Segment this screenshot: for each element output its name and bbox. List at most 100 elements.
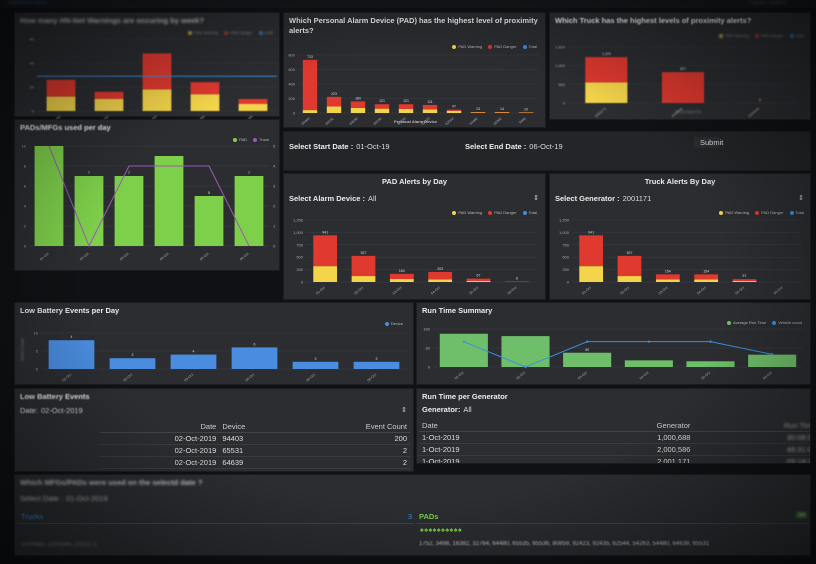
pad-highest-chart: 0 200 400 600 800 733 94403 223 65531 160 64639 121… (288, 53, 538, 126)
pad-alerts-day-chart: 0 250 500 750 1,000 1,250 941 01-Oct 527 02-Oct 16… (293, 218, 536, 296)
bar-warning (732, 281, 757, 282)
chart-legend: PAD Warning PAD Danger Limit (183, 30, 273, 35)
x-tick-label: 2001171 (594, 107, 607, 119)
chevron-down-icon[interactable]: ⇕ (533, 195, 539, 202)
column-header[interactable]: Date (419, 420, 563, 432)
x-tick-label: 03-Oct (392, 286, 403, 296)
topbar-right[interactable]: Logout / Options (749, 0, 786, 6)
y-axis-tick: 40 (30, 61, 35, 66)
y-axis-tick: 1,000 (555, 63, 566, 68)
bar-danger (374, 104, 390, 109)
bar-runtime (686, 361, 735, 367)
column-header[interactable]: Event Count (291, 421, 410, 433)
date-value[interactable]: 02-Oct-2019 (40, 406, 83, 415)
data-label: 941 (588, 230, 594, 234)
alarm-device-label: Select Alarm Device : (289, 194, 366, 203)
generator-select[interactable]: Select Generator :2001171 (555, 194, 651, 203)
generator-filter[interactable]: Generator: All (422, 405, 472, 414)
alarm-device-value[interactable]: All (368, 194, 377, 203)
bar-warning (302, 110, 318, 113)
run-time-chart: 0 80 160 01-Oct 02-Oct 60 03-Oct 04-Oct 05-Oct 06… (423, 327, 803, 381)
data-label: 941 (322, 230, 328, 234)
generator-value[interactable]: 2001171 (622, 194, 652, 203)
legend-label: PAD Warning (725, 33, 750, 38)
bar-runtime (563, 352, 612, 367)
panel-low-battery-events: Low Battery Events Date: 02-Oct-2019 ⇕ Da… (14, 388, 414, 472)
generator-filter-value[interactable]: All (463, 405, 472, 414)
table-row[interactable]: 02-Oct-2019 94403 200 (100, 432, 410, 445)
select-date-value[interactable]: 01-Oct-2019 (65, 494, 108, 503)
legend-total-icon (522, 44, 527, 49)
generator-label: Select Generator : (555, 194, 620, 203)
bar-danger (351, 255, 376, 277)
chevron-down-icon[interactable]: ⇕ (798, 195, 804, 202)
person-icon: ♠♠♠♠♠♠♠♠♠♠ (420, 527, 463, 534)
y2-tick: 5 (273, 144, 276, 149)
start-date-input[interactable]: 01-Oct-19 (356, 142, 390, 151)
panel-title: Truck Alerts By Day (644, 177, 716, 186)
y-axis-tick: 4 (24, 204, 27, 209)
legend-warning-icon (719, 33, 724, 38)
y-axis-tick: 0 (36, 367, 39, 372)
x-tick-label: 05-Oct (701, 371, 712, 381)
column-header[interactable]: Generator (562, 420, 694, 432)
bar-danger (46, 79, 76, 97)
bar-pad (154, 156, 184, 246)
bar-warning (190, 94, 220, 111)
data-label: 57 (743, 274, 747, 278)
x-tick-label: 02-Oct (516, 371, 527, 381)
data-label: 154 (665, 269, 671, 273)
data-label: 47 (452, 105, 456, 109)
home-link[interactable]: Dashboard Home (8, 0, 48, 6)
x-tick-label: 94403 (301, 117, 311, 126)
legend-danger-icon (488, 44, 493, 49)
end-date-input[interactable]: 06-Oct-19 (529, 142, 563, 151)
column-header[interactable]: Date (100, 421, 220, 433)
x-tick-label: 03-Oct (577, 371, 588, 381)
trucks-count-badge: 3 (407, 512, 412, 521)
bar-warning (655, 279, 680, 282)
legend-danger-icon (755, 33, 760, 38)
submit-button[interactable]: Submit (694, 137, 723, 148)
panel-title: Which MFGs/PADs were used on the selectd… (20, 478, 203, 487)
x-tick-label: 06-Oct (507, 286, 518, 296)
chevron-down-icon[interactable]: ⇕ (401, 407, 407, 414)
data-label: 3 (376, 357, 378, 361)
y-axis-tick: 400 (288, 82, 295, 87)
bar-danger (655, 274, 680, 280)
data-label: 733 (307, 55, 313, 59)
x-tick-label: 05-Oct (199, 252, 210, 262)
alarm-device-select[interactable]: Select Alarm Device : All (289, 194, 376, 203)
y2-tick: 3 (273, 184, 276, 189)
data-label: 160 (355, 96, 361, 100)
panel-pads-used: PADs/MFGs used per day PAD Truck 0 2 4 6 8 10… (14, 119, 280, 271)
y-axis-tick: 6 (24, 184, 27, 189)
panel-title: Which Truck has the highest levels of pr… (555, 16, 752, 25)
table-row[interactable]: 02-Oct-2019 64639 2 (100, 456, 410, 469)
x-tick-label: 02-Oct (620, 286, 631, 296)
panel-run-time-generator: Run Time per Generator Generator: All Dat… (416, 388, 811, 464)
select-date-group[interactable]: Select Date :01-Oct-2019 (20, 494, 108, 503)
data-label: 3 (315, 357, 317, 361)
legend-vehicle-icon (772, 320, 777, 325)
date-select[interactable]: Date: 02-Oct-2019 (20, 406, 83, 415)
legend-warning-icon (452, 210, 457, 215)
legend-device-icon (384, 321, 389, 326)
column-header[interactable]: Run Time (693, 420, 810, 432)
low-battery-table: Date Device Event Count 02-Oct-2019 94403… (100, 421, 410, 469)
chart-legend: PAD Warning PAD Danger Total (714, 33, 804, 38)
bar-device (292, 361, 339, 369)
table-row[interactable]: 02-Oct-2019 65531 2 (100, 444, 410, 457)
panel-pad-alerts-day: PAD Alerts by Day Select Alarm Device :A… (283, 173, 546, 300)
bar-danger (302, 59, 318, 111)
trucks-list: 1000688, 2000586, 2001171 (21, 542, 98, 548)
x-tick-label: 06-Oct (367, 373, 378, 383)
cell-count: 2 (291, 456, 410, 469)
x-tick-label: 04-Oct (639, 371, 650, 381)
bar-danger (617, 255, 642, 277)
y-axis-tick: 750 (296, 242, 303, 247)
column-header[interactable]: Device (219, 421, 292, 433)
